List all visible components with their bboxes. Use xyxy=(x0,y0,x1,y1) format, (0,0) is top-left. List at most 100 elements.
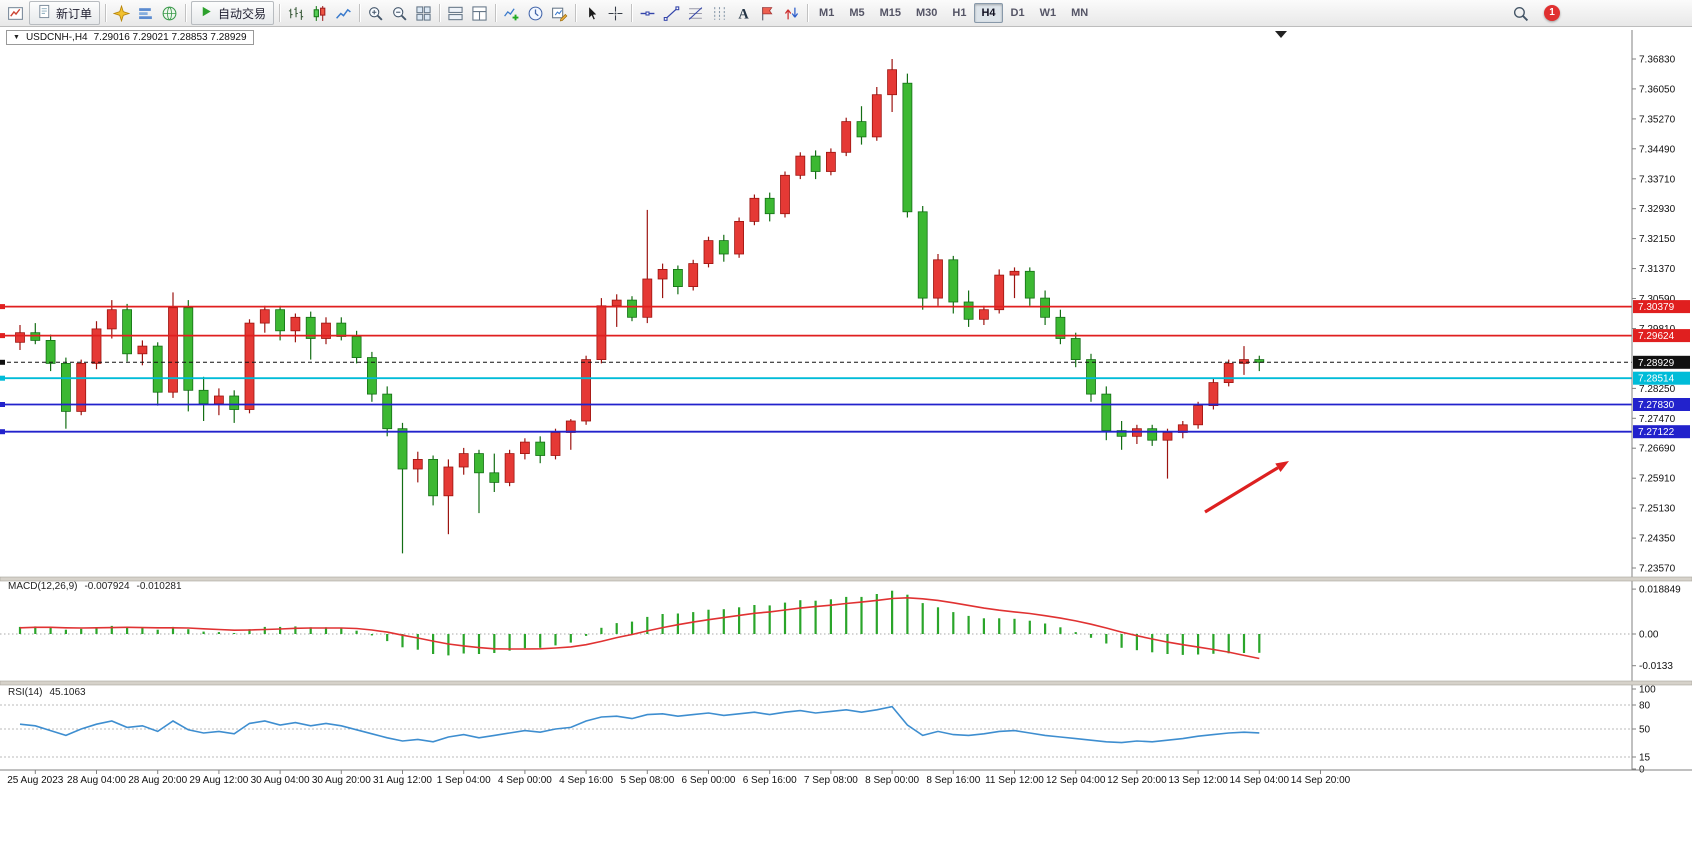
line-anchor xyxy=(0,304,5,310)
timeframe-h1[interactable]: H1 xyxy=(952,7,967,19)
time-axis-label: 14 Sep 04:00 xyxy=(1230,775,1290,786)
rsi-axis-label: 80 xyxy=(1639,701,1651,712)
price-axis[interactable]: 7.36830 7.36050 7.35270 7.34490 7.33710 7.329… xyxy=(1631,30,1690,770)
candles-icon[interactable] xyxy=(308,2,331,24)
market-watch-icon[interactable] xyxy=(134,2,157,24)
price-axis-label: 7.24350 xyxy=(1639,534,1676,545)
cursor-icon[interactable] xyxy=(580,2,603,24)
price-axis-label: 7.35270 xyxy=(1639,114,1676,125)
price-axis-label: 7.25910 xyxy=(1639,474,1676,485)
timeframe-m15[interactable]: M15 xyxy=(879,7,901,19)
line-anchor xyxy=(0,333,5,339)
line-anchor xyxy=(0,429,5,435)
toolbar-separator xyxy=(495,4,497,22)
price-tag: 7.28514 xyxy=(1633,371,1690,385)
pane-divider[interactable] xyxy=(0,576,1692,582)
zoom-out-icon[interactable] xyxy=(388,2,411,24)
timeframe-m5[interactable]: M5 xyxy=(849,7,865,19)
line-chart-icon[interactable] xyxy=(332,2,355,24)
chart-workspace[interactable]: 7.36830 7.36050 7.35270 7.34490 7.33710 7.329… xyxy=(0,27,1692,857)
chart-shift-marker[interactable] xyxy=(1275,31,1287,38)
auto-trading-button[interactable]: 自动交易 xyxy=(191,1,275,25)
time-axis-label: 31 Aug 12:00 xyxy=(373,775,432,786)
order-doc-icon xyxy=(37,4,52,22)
price-tag: 7.27122 xyxy=(1633,425,1690,439)
support-line[interactable] xyxy=(0,429,1632,435)
macd-name: MACD(12,26,9) xyxy=(8,581,78,592)
macd-axis-label: 0.018849 xyxy=(1639,585,1681,596)
arrow-annotation[interactable] xyxy=(1204,461,1289,514)
collapse-caret-icon[interactable]: ▼ xyxy=(13,34,20,41)
price-axis-label: 7.36050 xyxy=(1639,84,1676,95)
toolbar-right-group: 1 xyxy=(1509,2,1560,24)
text-tool-icon[interactable]: A xyxy=(732,2,755,24)
candlestick-series xyxy=(15,59,1265,554)
chart-header[interactable]: ▼ USDCNH-,H4 7.29016 7.29021 7.28853 7.2… xyxy=(6,30,254,45)
price-axis-label: 7.34490 xyxy=(1639,144,1676,155)
macd-pane: 0.018849 0.00 -0.0133 xyxy=(0,585,1681,672)
cycles-tool-icon[interactable] xyxy=(708,2,731,24)
price-axis-label: 7.30590 xyxy=(1639,294,1676,305)
macd-label: MACD(12,26,9) -0.007924 -0.010281 xyxy=(8,581,182,592)
indicators-icon[interactable] xyxy=(500,2,523,24)
svg-text:7.27122: 7.27122 xyxy=(1638,427,1675,438)
timeframe-h4[interactable]: H4 xyxy=(974,3,1003,23)
price-axis-label: 7.32150 xyxy=(1639,234,1676,245)
chart-canvas[interactable]: 7.36830 7.36050 7.35270 7.34490 7.33710 7.329… xyxy=(0,27,1692,857)
notification-badge[interactable]: 1 xyxy=(1544,5,1560,21)
support-line[interactable] xyxy=(0,402,1632,407)
auto-arrange-icon[interactable] xyxy=(468,2,491,24)
svg-text:A: A xyxy=(738,6,749,21)
search-icon[interactable] xyxy=(1509,2,1532,24)
time-axis-label: 8 Sep 00:00 xyxy=(865,775,919,786)
crosshair-icon[interactable] xyxy=(604,2,627,24)
data-window-icon[interactable] xyxy=(158,2,181,24)
bars-icon[interactable] xyxy=(284,2,307,24)
timeframe-mn[interactable]: MN xyxy=(1071,7,1089,19)
symbol-title: USDCNH-,H4 xyxy=(25,32,88,43)
rsi-name: RSI(14) xyxy=(8,687,43,698)
price-tag: 7.27830 xyxy=(1633,398,1690,411)
time-axis-label: 6 Sep 00:00 xyxy=(682,775,736,786)
fibo-tool-icon[interactable] xyxy=(684,2,707,24)
toolbar-separator xyxy=(185,4,187,22)
rsi-line xyxy=(19,705,1260,744)
time-axis[interactable]: 25 Aug 2023 28 Aug 04:00 28 Aug 20:00 29 Au… xyxy=(0,769,1692,786)
timeframe-m30[interactable]: M30 xyxy=(916,7,938,19)
support-line[interactable] xyxy=(0,375,1632,381)
tile-windows-icon[interactable] xyxy=(412,2,435,24)
toolbar-separator xyxy=(631,4,633,22)
svg-text:7.28929: 7.28929 xyxy=(1638,358,1675,369)
time-axis-label: 5 Sep 08:00 xyxy=(620,775,674,786)
label-tool-icon[interactable] xyxy=(756,2,779,24)
templates-icon[interactable] xyxy=(548,2,571,24)
toolbar-separator xyxy=(359,4,361,22)
toolbar-separator xyxy=(279,4,281,22)
new-chart-icon[interactable] xyxy=(4,2,27,24)
price-tag: 7.30379 xyxy=(1633,300,1690,314)
pane-divider[interactable] xyxy=(0,680,1692,686)
price-axis-label: 7.33710 xyxy=(1639,174,1676,185)
time-axis-label: 11 Sep 12:00 xyxy=(985,775,1044,786)
hline-tool-icon[interactable] xyxy=(636,2,659,24)
periods-icon[interactable] xyxy=(524,2,547,24)
play-icon xyxy=(199,4,214,22)
timeframe-m1[interactable]: M1 xyxy=(819,7,835,19)
zoom-in-icon[interactable] xyxy=(364,2,387,24)
resistance-line[interactable] xyxy=(0,304,1632,310)
new-order-button[interactable]: 新订单 xyxy=(29,1,101,25)
current-price-line[interactable] xyxy=(0,359,1632,365)
price-axis-label: 7.25130 xyxy=(1639,504,1676,515)
trendline-tool-icon[interactable] xyxy=(660,2,683,24)
resistance-line[interactable] xyxy=(0,333,1632,339)
time-axis-label: 4 Sep 00:00 xyxy=(498,775,552,786)
timeframe-d1[interactable]: D1 xyxy=(1010,7,1025,19)
chart-list-icon[interactable] xyxy=(444,2,467,24)
rsi-value: 45.1063 xyxy=(49,687,86,698)
arrow-tools-icon[interactable] xyxy=(780,2,803,24)
compass-icon[interactable] xyxy=(110,2,133,24)
new-order-label: 新订单 xyxy=(56,6,93,21)
timeframe-w1[interactable]: W1 xyxy=(1039,7,1057,19)
price-tag: 7.28929 xyxy=(1633,355,1690,369)
